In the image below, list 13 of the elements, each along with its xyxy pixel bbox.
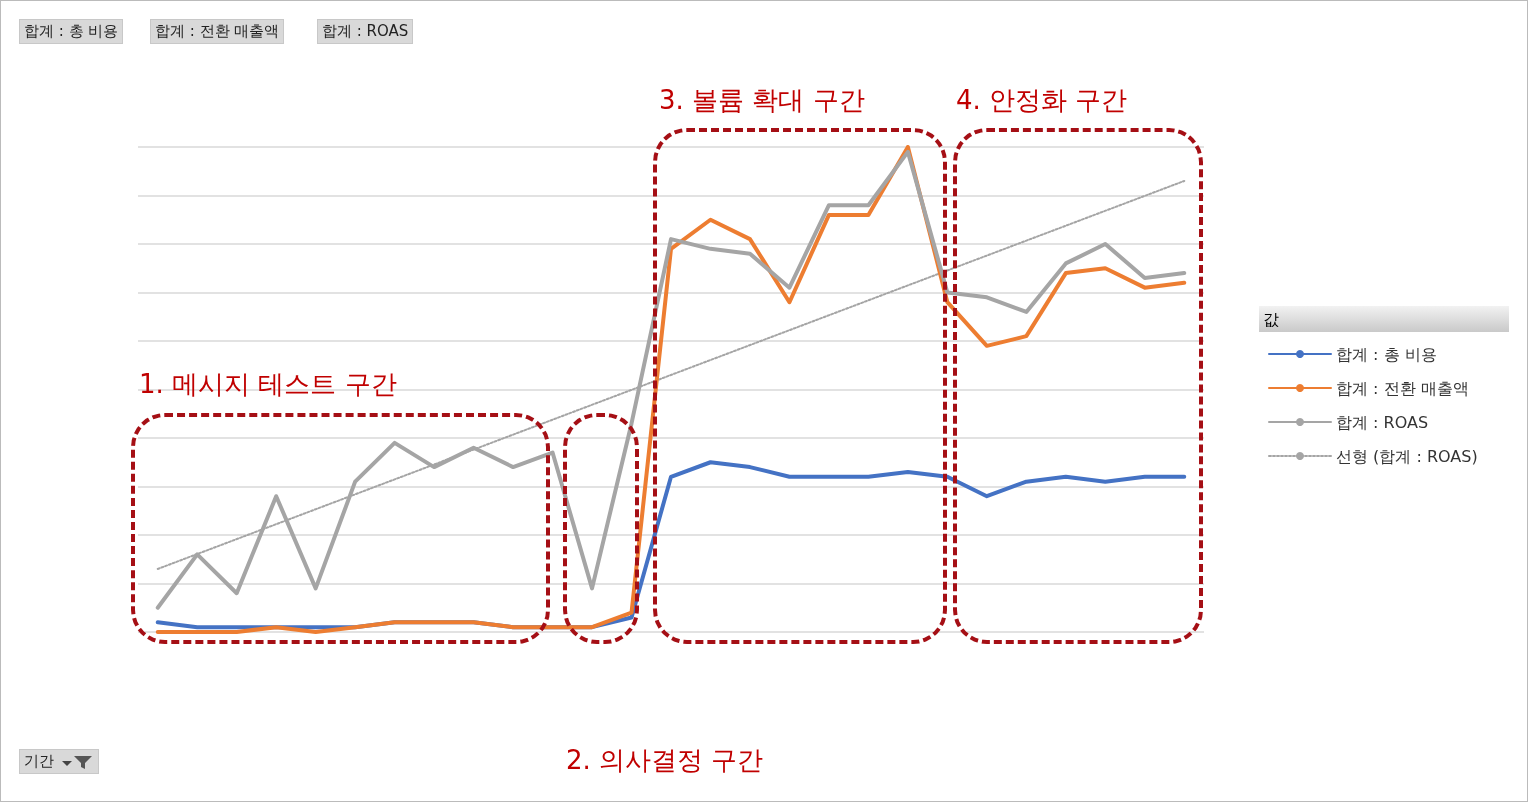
- legend-label: 합계 : 전환 매출액: [1336, 378, 1469, 398]
- annotation: 1. 메시지 테스트 구간: [139, 369, 397, 399]
- text: 합계 : 총 비용: [24, 22, 119, 40]
- legend-label: 합계 : ROAS: [1336, 412, 1429, 432]
- text: 3. 볼륨 확대 구간: [659, 85, 865, 115]
- text: 합계 : 전환 매출액: [155, 22, 280, 40]
- text: 합계 : ROAS: [322, 22, 409, 40]
- legend-title: 값: [1259, 306, 1509, 332]
- text: 2. 의사결정 구간: [566, 745, 764, 775]
- text: 기간: [24, 752, 54, 770]
- legend-label: 합계 : 총 비용: [1336, 344, 1437, 364]
- text: 4. 안정화 구간: [956, 85, 1128, 115]
- legend-label: 선형 (합계 : ROAS): [1336, 446, 1478, 466]
